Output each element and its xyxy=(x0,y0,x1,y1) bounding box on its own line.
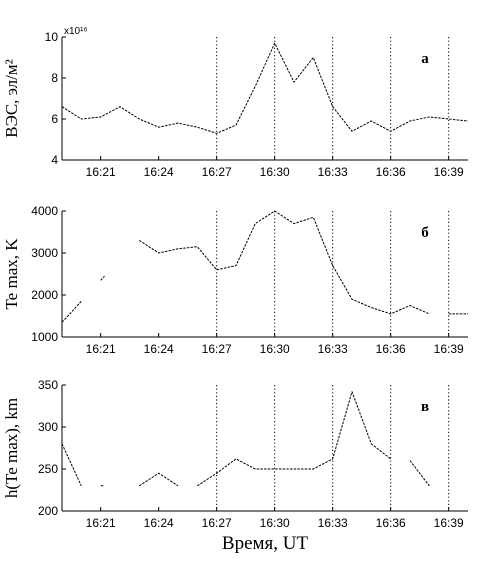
panel-h-te-max-xtick-label: 16:30 xyxy=(260,516,290,530)
panel-vec-xtick-label: 16:39 xyxy=(434,165,464,179)
panel-vec-xtick-label: 16:30 xyxy=(260,165,290,179)
panel-te-max-xtick-label: 16:24 xyxy=(144,342,174,356)
panel-h-te-max-ytick-label: 300 xyxy=(38,420,58,434)
panel-h-te-max-label: в xyxy=(421,399,429,415)
panel-vec-xtick-label: 16:33 xyxy=(318,165,348,179)
panel-vec-ytick-label: 6 xyxy=(51,112,58,126)
panel-h-te-max-xlabel: Время, UT xyxy=(222,533,309,554)
panel-h-te-max-xtick-label: 16:33 xyxy=(318,516,348,530)
panel-te-max-xtick-label: 16:36 xyxy=(376,342,406,356)
panel-te-max-label: б xyxy=(421,225,429,241)
panel-h-te-max-xtick-label: 16:36 xyxy=(376,516,406,530)
panel-h-te-max-series-line-4 xyxy=(197,391,392,487)
panel-te-max-ytick-label: 3000 xyxy=(31,246,58,260)
panel-vec-label: а xyxy=(421,51,429,67)
panel-te-max-ytick-label: 4000 xyxy=(31,204,58,218)
panel-vec-ytick-label: 4 xyxy=(51,153,58,167)
panel-h-te-max-ylabel: h(Te max), km xyxy=(2,398,21,498)
panel-h-te-max-ytick-label: 350 xyxy=(38,378,58,392)
panel-h-te-max-series-line-3 xyxy=(139,472,179,487)
panel-te-max-ylabel: Te max, K xyxy=(2,238,21,310)
panel-vec-xtick-label: 16:27 xyxy=(202,165,232,179)
panel-h-te-max-series-line-5 xyxy=(409,460,430,487)
panel-h-te-max-ytick-label: 250 xyxy=(38,462,58,476)
panel-te-max-ytick-label: 1000 xyxy=(31,330,58,344)
panel-vec-xtick-label: 16:21 xyxy=(86,165,116,179)
panel-vec-ytick-label: 10 xyxy=(45,30,59,44)
panel-te-max-series-line-2 xyxy=(100,275,105,281)
panel-h-te-max-series-line-1 xyxy=(61,443,82,487)
panel-te-max-xtick-label: 16:27 xyxy=(202,342,232,356)
panel-vec-xtick-label: 16:36 xyxy=(376,165,406,179)
panel-vec-xtick-label: 16:24 xyxy=(144,165,174,179)
panel-h-te-max-xtick-label: 16:39 xyxy=(434,516,464,530)
panel-vec-y-multiplier: x10¹⁶ xyxy=(64,26,88,37)
panel-te-max-xtick-label: 16:21 xyxy=(86,342,116,356)
panel-te-max: 1000 2000 3000 4000 16:21 16:24 16:27 16:30 16:3… xyxy=(2,204,468,356)
panel-h-te-max-xtick-label: 16:24 xyxy=(144,516,174,530)
panel-te-max-series-line-3 xyxy=(139,210,430,315)
panel-te-max-series-line-1 xyxy=(61,300,82,323)
panel-te-max-xtick-label: 16:33 xyxy=(318,342,348,356)
panel-h-te-max-xtick-label: 16:21 xyxy=(86,516,116,530)
panel-vec-ylabel: ВЭС, эл/м² xyxy=(2,59,21,137)
panel-vec: 4 6 8 10 16:21 16:24 16:27 16:30 16:33 16:36 16:39… xyxy=(2,26,469,179)
panel-te-max-ytick-label: 2000 xyxy=(31,288,58,302)
panel-vec-series-line-1 xyxy=(61,42,469,134)
panel-vec-ytick-label: 8 xyxy=(51,71,58,85)
panel-h-te-max-xtick-label: 16:27 xyxy=(202,516,232,530)
panel-h-te-max-ytick-label: 200 xyxy=(38,504,58,518)
panel-h-te-max: 200 250 300 350 16:21 16:24 16:27 16:30 16:33 16:… xyxy=(2,378,468,554)
panel-te-max-xtick-label: 16:30 xyxy=(260,342,290,356)
panel-te-max-xtick-label: 16:39 xyxy=(434,342,464,356)
